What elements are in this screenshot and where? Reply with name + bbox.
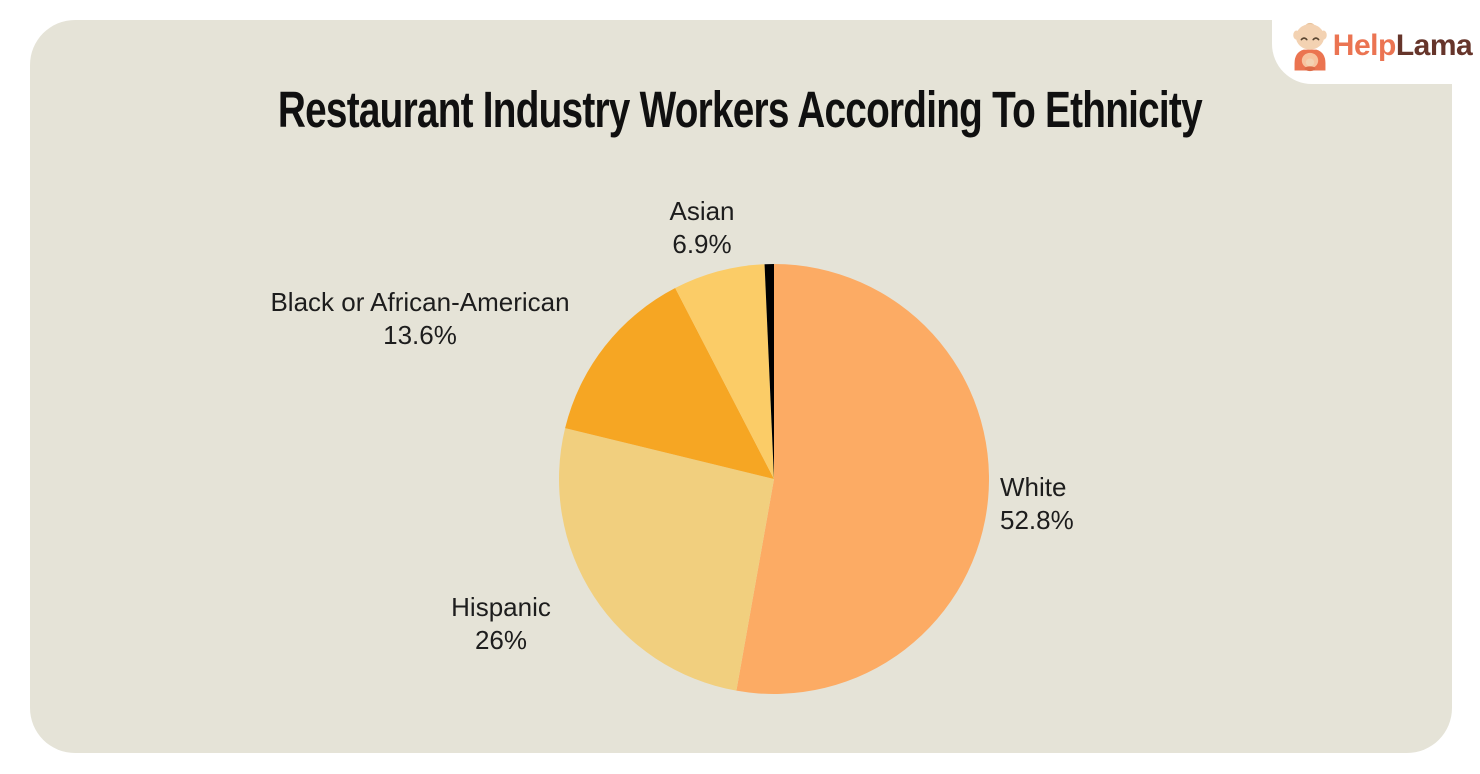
chart-title: Restaurant Industry Workers According To…: [0, 80, 1480, 139]
pie-slice-other: [764, 264, 774, 479]
pie-slice-white: [736, 264, 989, 694]
logo-wordmark: HelpLama: [1332, 29, 1473, 63]
label-white: White 52.8%: [1000, 471, 1074, 537]
label-white-name: White: [1000, 472, 1067, 502]
helplama-logo: HelpLama: [1272, 0, 1480, 84]
label-hispanic-name: Hispanic: [451, 592, 551, 622]
label-black-or-african-american-value: 13.6%: [383, 320, 457, 350]
pie-slice-asian: [675, 264, 774, 479]
logo-text-lama: Lama: [1395, 29, 1473, 62]
pie-chart: [559, 264, 989, 694]
label-asian: Asian 6.9%: [669, 195, 734, 261]
label-asian-name: Asian: [669, 196, 735, 226]
label-hispanic: Hispanic 26%: [451, 591, 551, 657]
label-asian-value: 6.9%: [672, 229, 732, 259]
pie-slice-hispanic: [559, 428, 774, 691]
label-black-or-african-american-name: Black or African-American: [270, 287, 570, 317]
label-hispanic-value: 26%: [474, 625, 528, 655]
chart-title-text: Restaurant Industry Workers According To…: [278, 81, 1203, 138]
logo-text-help: Help: [1332, 29, 1397, 62]
label-black-or-african-american: Black or African-American 13.6%: [270, 286, 569, 352]
llama-mascot-icon: [1293, 22, 1327, 72]
pie-slice-black-or-african-american: [565, 288, 774, 479]
label-white-value: 52.8%: [1000, 505, 1074, 535]
